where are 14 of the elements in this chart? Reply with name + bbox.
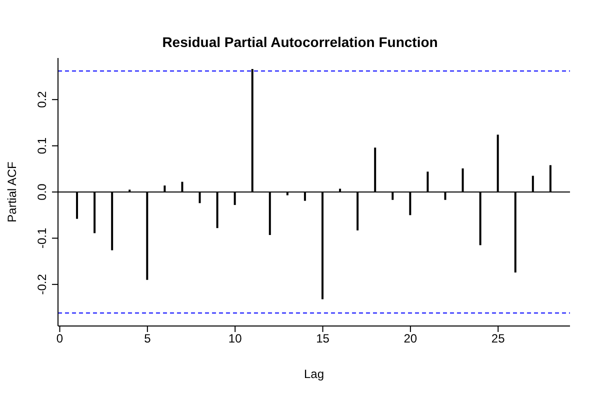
y-axis-title: Partial ACF — [5, 162, 19, 222]
x-tick-label: 20 — [404, 332, 418, 346]
y-tick-label: -0.2 — [35, 274, 49, 295]
x-tick-label: 0 — [56, 332, 64, 346]
x-tick-label: 10 — [228, 332, 242, 346]
y-tick-label: 0.0 — [35, 183, 49, 200]
x-tick-label: 25 — [491, 332, 506, 346]
y-tick-label: 0.2 — [35, 90, 49, 108]
x-axis-title: Lag — [304, 367, 324, 381]
y-tick-label: -0.1 — [35, 228, 49, 249]
y-tick-label: 0.1 — [35, 137, 49, 154]
x-tick-label: 15 — [316, 332, 330, 346]
chart-title: Residual Partial Autocorrelation Function — [161, 34, 439, 50]
x-tick-label: 5 — [144, 332, 152, 346]
